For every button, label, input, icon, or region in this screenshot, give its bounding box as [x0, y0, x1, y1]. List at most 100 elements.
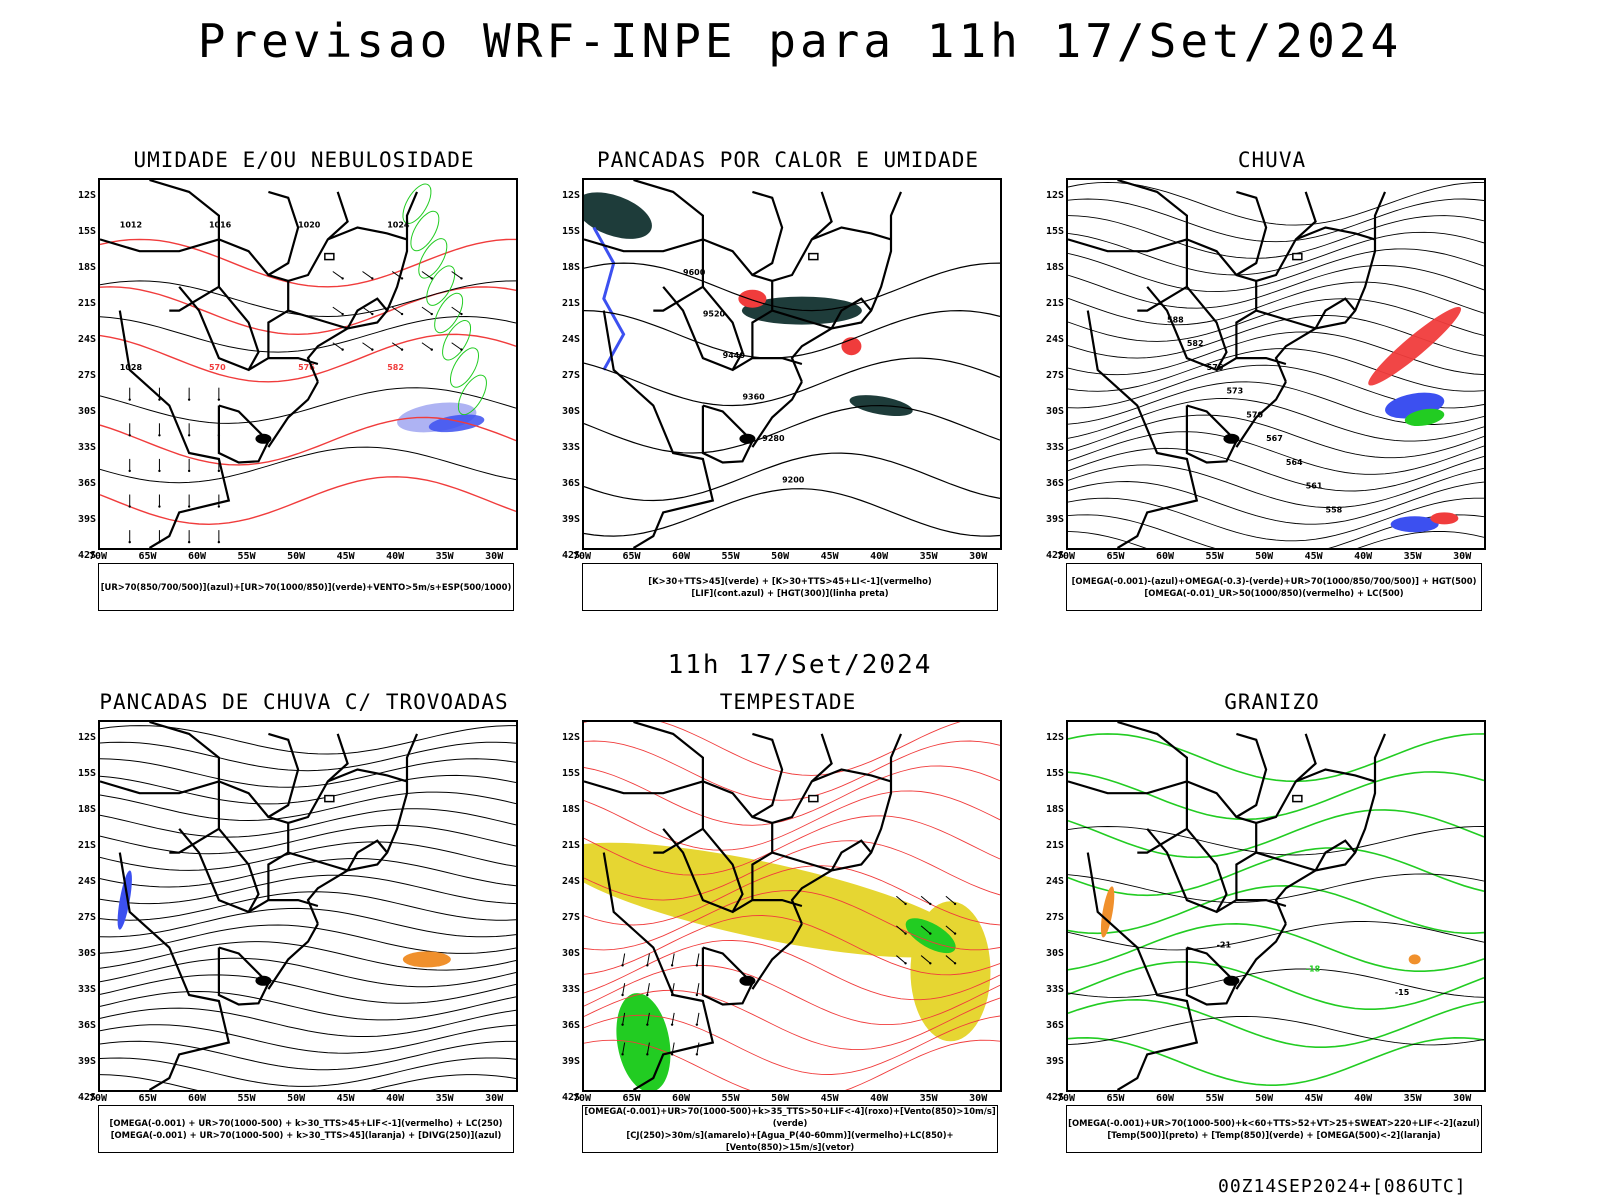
- contour-label: 9360: [742, 393, 765, 402]
- streamline: [100, 774, 516, 805]
- latitude-label: 21S: [77, 840, 96, 851]
- contour-label: 576: [1207, 363, 1224, 372]
- streamline: [1068, 265, 1484, 309]
- latitude-label: 30S: [561, 406, 580, 417]
- contour-label: 570: [1246, 410, 1263, 419]
- panel-title: CHUVA: [1237, 148, 1307, 172]
- streamline: [1068, 414, 1484, 459]
- longitude-label: 45W: [1304, 1093, 1323, 1104]
- temp-850-contour: [1068, 922, 1484, 972]
- legend-line: [OMEGA(-0.001)-(azul)+OMEGA(-0.3)-(verde…: [1071, 576, 1477, 586]
- panel-chuva: CHUVA 12S 15S 18S 21S 24S 27S 30S 33S 36S 39S 42S 70…: [1024, 148, 1520, 628]
- latitude-label: 42S: [561, 550, 580, 561]
- map-pancadas-trovoadas: [98, 720, 518, 1092]
- omega-area: [1408, 954, 1421, 965]
- contour-label: 582: [387, 363, 404, 372]
- panel-title: UMIDADE E/OU NEBULOSIDADE: [133, 148, 475, 172]
- longitude-label: 50W: [287, 551, 306, 562]
- latitude-label: 24S: [561, 876, 580, 887]
- longitude-label: 40W: [1354, 1093, 1373, 1104]
- latitude-label: 39S: [1045, 1056, 1064, 1067]
- longitude-label: 45W: [336, 1093, 355, 1104]
- map-chuva: 588 582 576 573 570 567 564 561 558: [1066, 178, 1486, 550]
- longitude-label: 60W: [188, 1093, 207, 1104]
- streamline: [1068, 497, 1484, 542]
- longitude-label: 55W: [237, 551, 256, 562]
- temp-850-contour: [1068, 1036, 1484, 1087]
- streamline: [1068, 431, 1484, 475]
- geopotential-contour: [584, 488, 1000, 537]
- run-info: 00Z14SEP2024+[086UTC]: [1218, 1176, 1467, 1197]
- temp-500-contour: [1068, 826, 1484, 856]
- wind-850-area: [616, 993, 671, 1090]
- panel-granizo: GRANIZO 12S 15S 18S 21S 24S 27S 30S 33S 36S 39S 42S…: [1024, 690, 1520, 1170]
- longitude-label: 30W: [485, 551, 504, 562]
- lif-contour: [592, 226, 626, 371]
- streamline: [1068, 397, 1484, 442]
- latitude-label: 15S: [77, 226, 96, 237]
- latitude-label: 18S: [77, 262, 96, 273]
- longitude-label: 70W: [572, 551, 592, 562]
- panel-title: PANCADAS POR CALOR E UMIDADE: [596, 148, 979, 172]
- thickness-contour: [100, 416, 516, 466]
- map-granizo: -21-18-15-12: [1066, 720, 1486, 1092]
- streamline: [100, 808, 516, 838]
- latitude-label: 15S: [561, 226, 580, 237]
- legend-box: [OMEGA(-0.001)+UR>70(1000-500)+k>35_TTS>…: [582, 1105, 998, 1153]
- streamline: [1068, 481, 1484, 525]
- longitude-label: 70W: [572, 1093, 592, 1104]
- latitude-label: 30S: [561, 948, 580, 959]
- moisture-contour: [457, 374, 487, 416]
- latitude-label: 12S: [77, 190, 96, 201]
- latitude-label: 36S: [77, 478, 96, 489]
- panel-title: PANCADAS DE CHUVA C/ TROVOADAS: [99, 690, 509, 714]
- longitude-label: 50W: [287, 1093, 306, 1104]
- longitude-label: 55W: [1205, 1093, 1224, 1104]
- latitude-label: 33S: [561, 984, 580, 995]
- rain-area: [1390, 516, 1439, 533]
- pressure-contour: [100, 315, 516, 353]
- mid-title: 11h 17/Set/2024: [667, 650, 933, 680]
- streamline: [100, 791, 516, 822]
- streamline: [100, 990, 516, 1021]
- streamline: [584, 790, 1000, 851]
- political-borders: [100, 180, 419, 548]
- streamline: [100, 957, 516, 988]
- latitude-label: 39S: [77, 514, 96, 525]
- legend-line: [K>30+TTS>45](verde) + [K>30+TTS>45+LI<-…: [648, 576, 932, 586]
- latitude-label: 39S: [1045, 514, 1064, 525]
- longitude-label: 40W: [386, 551, 405, 562]
- latitude-label: 27S: [1045, 912, 1064, 923]
- longitude-label: 35W: [1403, 1093, 1422, 1104]
- longitude-label: 45W: [820, 1093, 839, 1104]
- streamline: [1068, 231, 1484, 276]
- wind-vectors: [621, 953, 700, 1056]
- streamline: [100, 1057, 516, 1087]
- latitude-label: 42S: [1045, 550, 1064, 561]
- contour-label: 576: [298, 363, 315, 372]
- longitude-label: 70W: [1056, 551, 1076, 562]
- latitude-label: 36S: [77, 1020, 96, 1031]
- longitude-label: 35W: [1403, 551, 1422, 562]
- latitude-label: 42S: [561, 1092, 580, 1103]
- map-tempestade: [582, 720, 1002, 1092]
- thunderstorm-area: [402, 951, 451, 968]
- latitude-label: 27S: [561, 912, 580, 923]
- streamline: [1068, 215, 1484, 259]
- panel-title: GRANIZO: [1224, 690, 1320, 714]
- temp-850-contour: [1068, 733, 1484, 783]
- legend-box: [UR>70(850/700/500)](azul)+[UR>70(1000/8…: [98, 563, 514, 611]
- longitude-label: 50W: [771, 1093, 790, 1104]
- rain-area: [1430, 512, 1459, 525]
- longitude-label: 70W: [88, 1093, 108, 1104]
- longitude-label: 70W: [88, 551, 108, 562]
- divergence-area: [117, 870, 132, 930]
- legend-line: [OMEGA(-0.001)+UR>70(1000-500)+k>35_TTS>…: [584, 1106, 996, 1128]
- longitude-label: 65W: [138, 1093, 157, 1104]
- contour-label: -21: [1217, 941, 1232, 950]
- streamline: [100, 1007, 516, 1037]
- longitude-label: 35W: [435, 551, 454, 562]
- longitude-label: 55W: [237, 1093, 256, 1104]
- streamline: [100, 841, 516, 871]
- latitude-label: 27S: [77, 370, 96, 381]
